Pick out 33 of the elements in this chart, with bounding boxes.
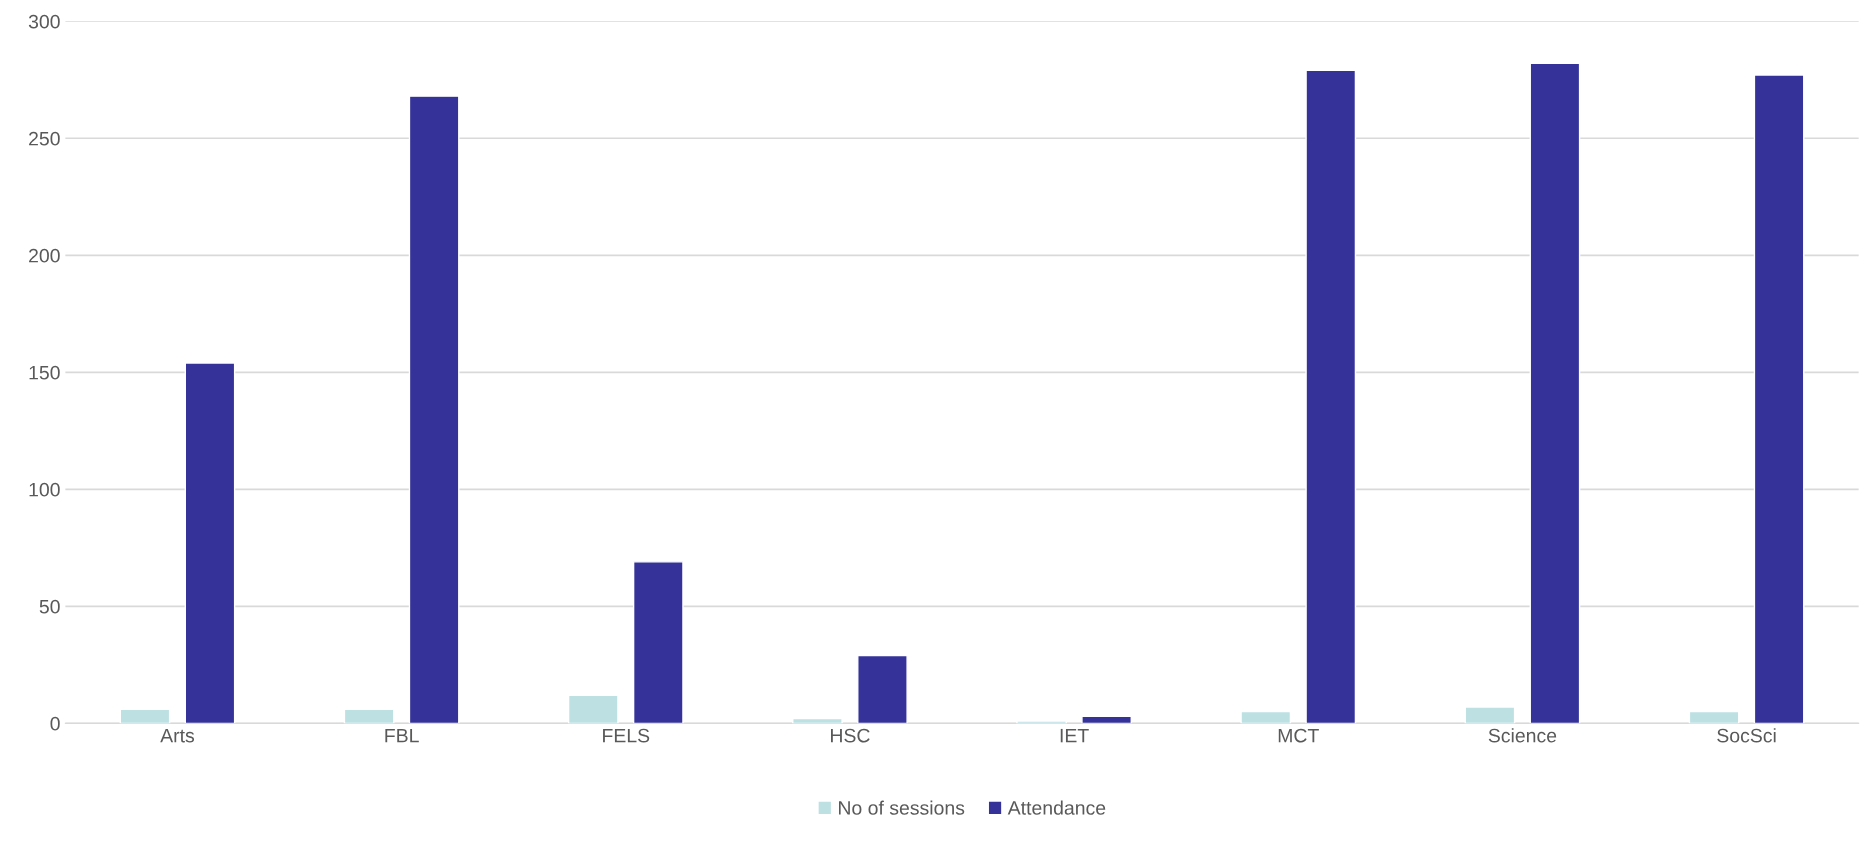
bar (1240, 710, 1292, 724)
x-tick-label: FBL (385, 728, 419, 743)
x-tick-label: MCT (1278, 728, 1319, 743)
bar (567, 694, 619, 724)
bar (792, 717, 843, 724)
bar (184, 362, 236, 724)
bar (1464, 706, 1516, 724)
y-tick-label: 150 (29, 365, 60, 380)
bar (632, 561, 684, 724)
bar (1305, 69, 1357, 724)
bar (1529, 62, 1581, 724)
legend-label: No of sessions (839, 800, 965, 815)
y-tick-label: 50 (39, 599, 60, 614)
bar (1081, 715, 1132, 724)
x-tick-label: Science (1488, 728, 1557, 743)
x-tick-label: HSC (831, 728, 870, 743)
bar (408, 95, 460, 724)
x-tick-label: SocSci (1717, 728, 1776, 743)
x-tick-label: Arts (160, 728, 195, 743)
bar (1688, 710, 1740, 724)
y-tick-label: 100 (29, 482, 60, 497)
bar (119, 708, 171, 724)
legend-label: Attendance (1007, 800, 1106, 815)
bar (857, 654, 908, 724)
bar (1016, 720, 1067, 724)
y-tick-label: 250 (29, 131, 60, 146)
y-tick-label: 300 (28, 14, 60, 29)
y-tick-label: 200 (29, 248, 60, 263)
y-tick-label: 0 (50, 716, 60, 731)
bar (1753, 74, 1805, 724)
bar (343, 708, 395, 724)
x-tick-label: FELS (603, 728, 650, 743)
x-tick-label: IET (1060, 728, 1089, 743)
